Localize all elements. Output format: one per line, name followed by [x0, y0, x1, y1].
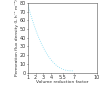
Y-axis label: Permeation flux density (L h⁻¹ m⁻²): Permeation flux density (L h⁻¹ m⁻²) [15, 0, 19, 76]
X-axis label: Volume reduction factor: Volume reduction factor [36, 80, 89, 84]
